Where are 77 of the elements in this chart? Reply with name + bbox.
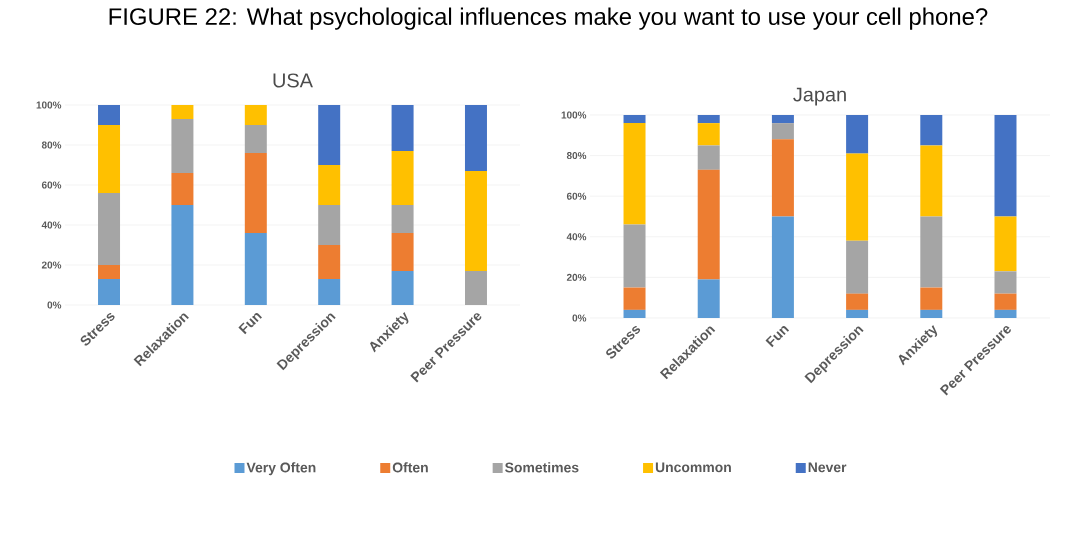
- bar: [697, 279, 720, 318]
- bar: [98, 125, 121, 193]
- bar: [994, 309, 1017, 318]
- y-tick-label: 80%: [41, 141, 62, 149]
- bar: [846, 309, 869, 318]
- y-tick-label: 20%: [41, 261, 62, 269]
- y-tick-label: 40%: [41, 221, 62, 229]
- y-tick-label: 60%: [566, 192, 587, 200]
- bar: [697, 169, 720, 280]
- bar: [920, 145, 943, 217]
- chart-subtitle: USA: [273, 73, 313, 88]
- bar: [771, 115, 794, 124]
- x-tick-label: Fun: [238, 313, 262, 335]
- bar: [391, 105, 414, 151]
- bar: [391, 233, 414, 271]
- y-tick-label: 60%: [41, 181, 62, 189]
- bar: [846, 293, 869, 310]
- x-tick-label: Fun: [765, 326, 790, 348]
- bar: [98, 265, 121, 279]
- bar: [318, 205, 341, 245]
- bar: [623, 123, 646, 225]
- bar: [171, 119, 194, 173]
- y-tick-label: 20%: [566, 273, 587, 281]
- bar: [623, 224, 646, 288]
- bar: [623, 287, 646, 310]
- bar: [697, 123, 720, 146]
- bar: [171, 173, 194, 205]
- bar: [846, 115, 869, 154]
- y-tick-label: 0%: [572, 314, 587, 322]
- bar: [994, 115, 1017, 217]
- y-tick-label: 100%: [36, 101, 62, 109]
- bar: [318, 165, 341, 205]
- bar: [697, 115, 720, 124]
- y-tick-label: 40%: [566, 233, 587, 241]
- bar: [98, 105, 121, 125]
- bar: [846, 153, 869, 241]
- legend-label: Sometimes: [505, 462, 579, 473]
- y-tick-label: 80%: [566, 152, 587, 160]
- bar: [623, 115, 646, 124]
- bar: [244, 105, 267, 125]
- bar: [920, 216, 943, 288]
- bar: [771, 139, 794, 217]
- bar: [920, 115, 943, 146]
- bar: [391, 271, 414, 305]
- bar: [464, 105, 487, 171]
- bar: [171, 205, 194, 305]
- bar: [697, 145, 720, 170]
- bar: [244, 233, 267, 305]
- chart-title: Japan: [793, 87, 846, 106]
- bar: [98, 279, 121, 305]
- y-tick-label: 100%: [561, 111, 587, 119]
- bar: [994, 216, 1017, 272]
- y-tick-label: 0%: [47, 301, 62, 309]
- bar: [994, 271, 1017, 294]
- bar: [920, 287, 943, 310]
- bar: [920, 309, 943, 318]
- bar: [391, 151, 414, 205]
- bar: [171, 105, 194, 119]
- bar: [244, 125, 267, 153]
- bar: [318, 279, 341, 305]
- bar: [244, 153, 267, 233]
- bar: [994, 293, 1017, 310]
- bar: [318, 105, 341, 165]
- chart-title: FIGURE 22: What psychological influences make you want to use your cell phone?: [109, 7, 988, 30]
- bar: [771, 123, 794, 140]
- bar: [391, 205, 414, 233]
- bar: [771, 216, 794, 318]
- legend-label: Often: [392, 462, 428, 473]
- bar: [846, 240, 869, 294]
- bar: [464, 271, 487, 305]
- bar: [98, 193, 121, 265]
- legend-label: Uncommon: [655, 462, 731, 473]
- bar: [318, 245, 341, 279]
- legend-label: Never: [808, 462, 847, 473]
- legend-label: Very Often: [246, 462, 316, 476]
- bar: [464, 171, 487, 271]
- bar: [623, 309, 646, 318]
